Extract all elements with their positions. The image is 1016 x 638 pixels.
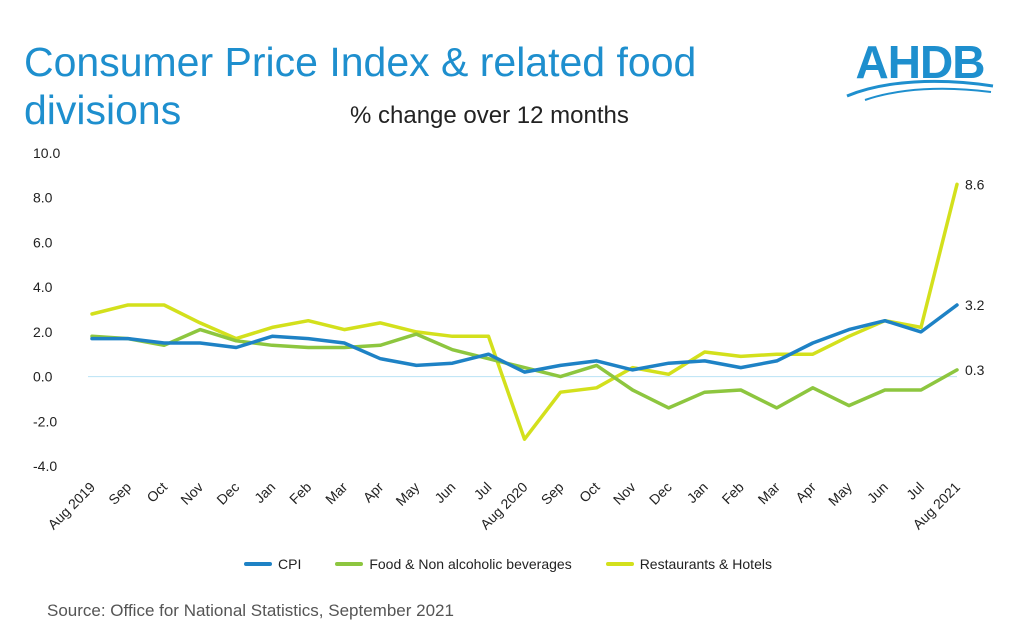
x-tick-label: Apr [792,479,819,506]
data-label-food: 0.3 [965,362,985,378]
x-tick-label: Jun [431,479,458,506]
x-tick-label: Jul [903,479,927,503]
legend-label-cpi: CPI [278,556,302,572]
x-tick-label: Oct [143,479,170,506]
x-tick-label: Sep [538,479,567,508]
data-label-restaurants: 8.6 [965,176,985,192]
y-tick-label: 4.0 [33,279,53,295]
chart-title: Consumer Price Index & related food divi… [24,39,697,133]
chart-subtitle: % change over 12 months [350,102,629,129]
x-tick-label: Oct [576,479,603,506]
x-tick-label: Dec [213,479,242,508]
legend-label-restaurants: Restaurants & Hotels [639,556,772,572]
y-tick-label: 6.0 [33,234,53,250]
series-line-food [90,327,959,410]
data-label-cpi: 3.2 [965,297,985,313]
x-tick-label: Feb [286,479,315,508]
x-tick-label: Jan [251,479,278,506]
x-tick-label: Sep [105,479,134,508]
legend-item-cpi: CPI [244,556,301,572]
y-tick-label: 10.0 [33,145,60,161]
ahdb-logo: AHDB [845,38,995,102]
x-tick-label: Dec [646,479,675,508]
legend-swatch-restaurants [605,562,634,566]
x-tick-label: Jun [864,479,891,506]
y-tick-label: -4.0 [33,458,57,474]
x-tick-label: May [392,479,422,509]
x-tick-label: Mar [755,479,784,508]
y-tick-label: 0.0 [33,369,53,385]
x-tick-label: Mar [322,479,351,508]
x-tick-label: Aug 2019 [44,479,98,533]
y-tick-label: 2.0 [33,324,53,340]
legend-item-food: Food & Non alcoholic beverages [335,556,572,572]
logo-wave-icon [846,79,994,101]
x-tick-label: Nov [610,479,639,508]
y-tick-label: -2.0 [33,413,57,429]
legend-label-food: Food & Non alcoholic beverages [369,556,572,572]
x-tick-label: Apr [360,479,387,506]
x-tick-label: Jul [471,479,495,503]
x-tick-label: May [825,479,855,509]
legend-swatch-cpi [244,562,272,566]
series-line-cpi [90,303,959,374]
chart-legend: CPI Food & Non alcoholic beverages Resta… [0,556,1016,572]
series-line-restaurants [90,182,959,441]
x-tick-label: Feb [718,479,747,508]
source-note: Source: Office for National Statistics, … [47,601,454,620]
legend-swatch-food [335,562,364,566]
y-tick-label: 8.0 [33,190,53,206]
x-tick-label: Jan [684,479,711,506]
x-tick-label: Nov [177,479,206,508]
logo-text: AHDB [855,36,986,88]
legend-item-restaurants: Restaurants & Hotels [605,556,772,572]
